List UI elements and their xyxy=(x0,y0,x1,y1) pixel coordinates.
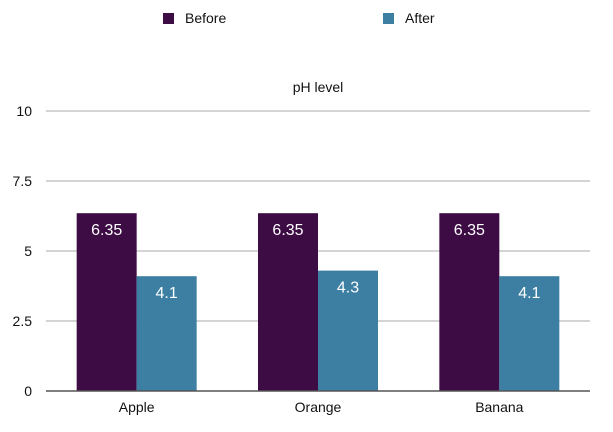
bar-after-orange xyxy=(318,270,378,391)
x-axis-ticks: Apple Orange Banana xyxy=(119,399,524,415)
legend-label-after: After xyxy=(405,10,435,26)
x-tick-label: Banana xyxy=(475,399,523,415)
y-axis-ticks: 0 2.5 5 7.5 10 xyxy=(13,103,33,399)
bar-after-apple xyxy=(136,276,197,391)
y-tick-label: 10 xyxy=(16,103,32,119)
data-label: 6.35 xyxy=(91,222,122,239)
legend-label-before: Before xyxy=(185,10,226,26)
legend-swatch-after xyxy=(383,13,394,24)
bar-before-banana xyxy=(439,213,500,391)
y-tick-label: 0 xyxy=(24,383,32,399)
y-tick-label: 5 xyxy=(24,243,32,259)
x-tick-label: Apple xyxy=(119,399,155,415)
data-label: 4.3 xyxy=(337,280,359,297)
legend: Before After xyxy=(163,10,435,26)
data-label: 6.35 xyxy=(272,222,303,239)
y-tick-label: 7.5 xyxy=(13,173,33,189)
bar-before-apple xyxy=(76,213,137,391)
chart-title: pH level xyxy=(293,79,344,95)
legend-swatch-before xyxy=(163,13,174,24)
x-tick-label: Orange xyxy=(295,399,342,415)
bar-before-orange xyxy=(258,213,318,391)
bar-after-banana xyxy=(499,276,560,391)
data-label: 4.1 xyxy=(156,285,178,302)
y-tick-label: 2.5 xyxy=(13,313,33,329)
bars: 6.35 4.1 6.35 4.3 6.35 4.1 xyxy=(76,213,560,391)
data-label: 4.1 xyxy=(518,285,540,302)
data-label: 6.35 xyxy=(454,222,485,239)
